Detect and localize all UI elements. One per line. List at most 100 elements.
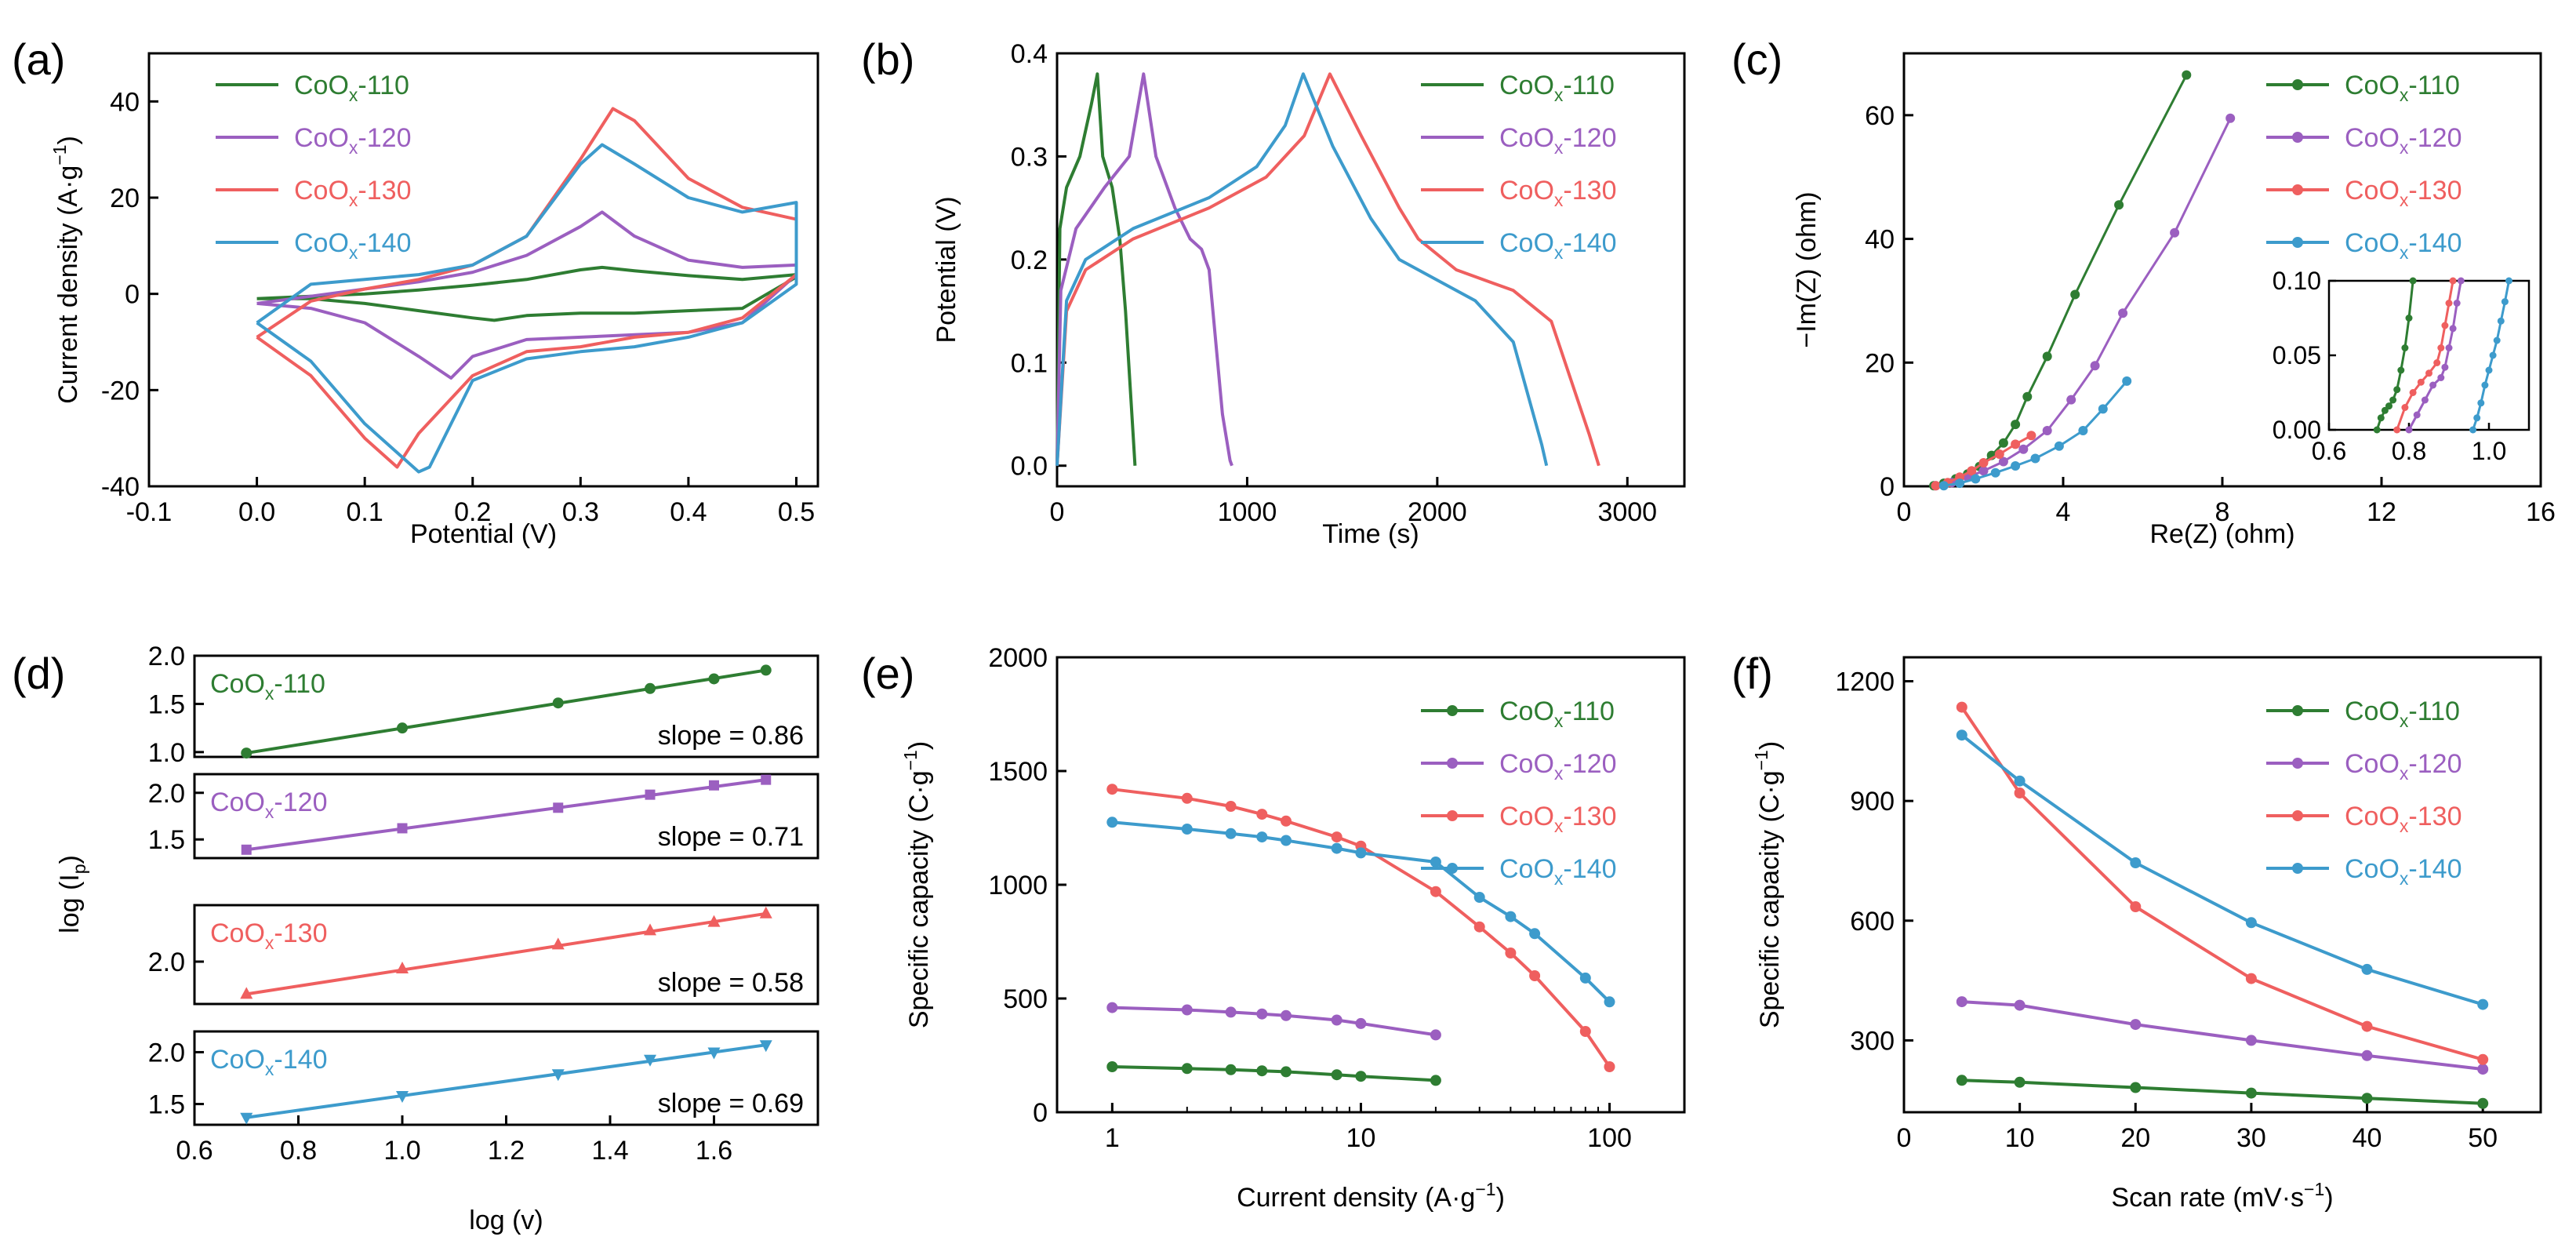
data-point [1956, 701, 1967, 713]
data-point [553, 802, 564, 813]
data-point [1281, 1009, 1292, 1021]
y-tick-label: 0.3 [1011, 142, 1048, 172]
y-axis-label: Potential (V) [932, 196, 961, 343]
data-point [708, 673, 720, 685]
data-point [2361, 1020, 2373, 1032]
data-point [2453, 300, 2461, 307]
x-tick-label: 1 [1105, 1123, 1120, 1153]
x-tick-label: 0.1 [347, 497, 383, 527]
series-label: CoOx-140 [210, 1045, 327, 1079]
x-tick-label: 8 [2215, 497, 2230, 527]
x-tick-label: 3000 [1597, 497, 1657, 527]
y-tick-label: 1.5 [148, 1090, 185, 1120]
data-point [1331, 1069, 1342, 1081]
data-point [2054, 441, 2064, 451]
data-point [1956, 996, 1967, 1008]
series-line [1960, 733, 2483, 1006]
data-point [240, 987, 253, 999]
data-point [1331, 1014, 1342, 1026]
data-point [1430, 1075, 1441, 1086]
subplot: 1.5 2.0 CoOx-140 slope = 0.69 [148, 1030, 819, 1126]
legend-label: CoOx-120 [1499, 123, 1616, 158]
legend-label: CoOx-120 [2345, 123, 2462, 158]
data-point [1604, 996, 1615, 1008]
data-point [1181, 792, 1193, 804]
panel-label: (a) [12, 35, 65, 84]
data-point [2417, 378, 2425, 386]
x-tick-label: 0 [1050, 497, 1065, 527]
data-point [2481, 381, 2489, 389]
legend-label: CoOx-140 [294, 228, 411, 263]
data-point [2457, 277, 2465, 285]
data-point [1355, 847, 1367, 859]
data-point [2401, 344, 2409, 351]
data-point [2389, 396, 2397, 404]
y-tick-label: 2.0 [148, 1038, 185, 1068]
slope-label: slope = 0.71 [658, 822, 804, 852]
x-tick-label: 10 [1346, 1123, 1376, 1153]
y-tick-label: 2.0 [148, 948, 185, 977]
data-point [2493, 336, 2501, 344]
data-point [1225, 828, 1237, 839]
data-point [1956, 729, 1967, 741]
data-point [2441, 322, 2449, 329]
data-point [2225, 113, 2236, 123]
data-point [1106, 784, 1118, 795]
data-point [2361, 1093, 2373, 1104]
x-axis-label: Potential (V) [410, 519, 557, 549]
panel-label: (e) [861, 649, 914, 698]
data-point [1971, 474, 1981, 484]
y-tick-label: 300 [1850, 1026, 1895, 1056]
legend-marker [2292, 184, 2303, 195]
x-tick-label: 0.4 [670, 497, 707, 527]
x-tick-label: 0.0 [238, 497, 275, 527]
data-point [2026, 431, 2036, 441]
y-tick-label: 1.5 [148, 825, 185, 855]
data-point [552, 697, 564, 709]
legend-label: CoOx-110 [2345, 697, 2460, 731]
data-point [2433, 359, 2441, 366]
subplot: 1.0 1.5 2.0 CoOx-110 slope = 0.86 [148, 642, 819, 768]
data-point [2066, 395, 2076, 405]
data-point [1181, 1063, 1193, 1075]
y-tick-label: 20 [1865, 348, 1895, 378]
legend-label: CoOx-110 [1499, 71, 1615, 105]
x-tick-label: 0.6 [176, 1136, 213, 1166]
data-point [1994, 449, 2004, 459]
data-point [2477, 1097, 2489, 1109]
data-point [2449, 277, 2457, 285]
legend-label: CoOx-120 [294, 123, 411, 158]
data-point [551, 1069, 565, 1082]
data-point [2477, 1053, 2489, 1065]
y-tick-label: 0.10 [2273, 267, 2321, 295]
data-point [2485, 366, 2493, 374]
panel-label: (c) [1731, 35, 1782, 84]
inset: 0.6 0.8 1.0 0.00 0.05 0.10 [2273, 267, 2531, 465]
data-point [1225, 801, 1237, 812]
data-point [1938, 481, 1949, 491]
data-point [2130, 901, 2142, 912]
data-point [2477, 998, 2489, 1010]
data-point [707, 915, 721, 927]
x-tick-label: 0.2 [454, 497, 491, 527]
data-point [2361, 963, 2373, 975]
legend-label: CoOx-130 [2345, 176, 2462, 210]
data-point [1955, 478, 1965, 489]
data-point [1931, 481, 1941, 491]
y-tick-label: -40 [101, 472, 140, 502]
data-point [2130, 1082, 2142, 1093]
panel-d: (d) 1.0 1.5 2.0 CoOx-110 slope = 0.86 1.5 2.0 Co… [12, 642, 819, 1235]
x-tick-label: 12 [2367, 497, 2396, 527]
data-point [2409, 389, 2417, 396]
data-point [2421, 396, 2429, 404]
legend-label: CoOx-110 [294, 71, 409, 105]
x-tick-label: 0.8 [280, 1136, 317, 1166]
y-tick-label: 1200 [1835, 667, 1895, 697]
series-line [1112, 1006, 1437, 1037]
subplot: 1.5 2.0 CoOx-120 slope = 0.71 [148, 773, 819, 860]
legend-label: CoOx-140 [1499, 228, 1616, 263]
series-line [256, 143, 798, 474]
y-tick-label: 1.5 [148, 689, 185, 719]
x-tick-label: 100 [1587, 1123, 1632, 1153]
